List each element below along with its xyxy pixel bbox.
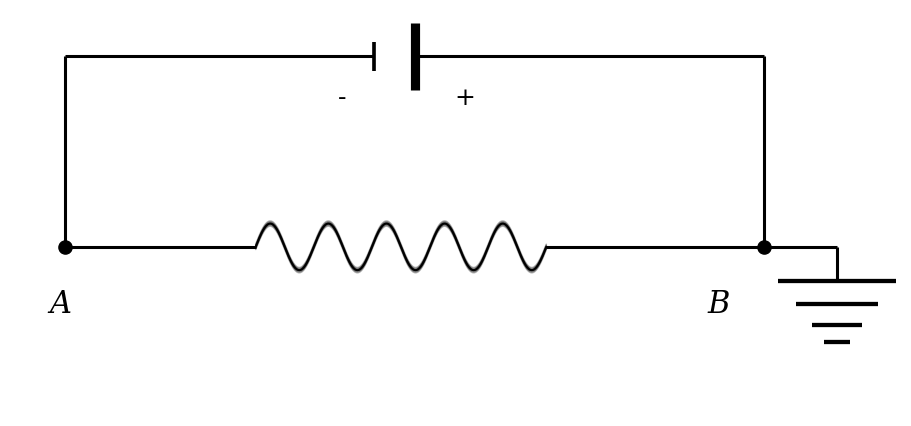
Point <box>57 243 72 250</box>
Text: -: - <box>338 87 346 110</box>
Text: +: + <box>455 87 475 110</box>
Text: A: A <box>49 289 71 320</box>
Text: B: B <box>708 289 730 320</box>
Point <box>757 243 772 250</box>
